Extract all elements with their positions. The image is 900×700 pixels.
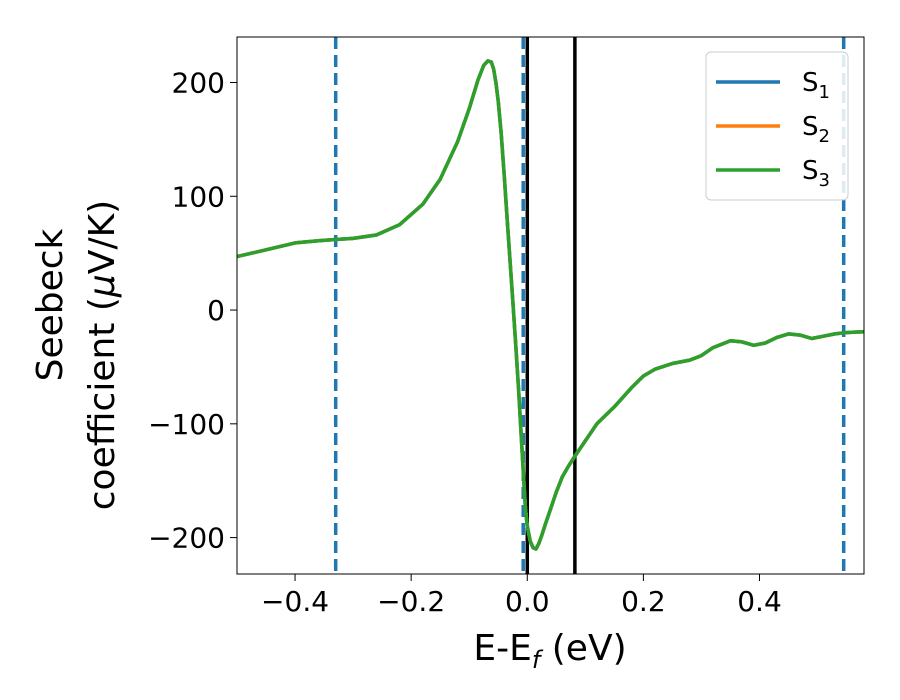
x-tick-label: −0.4 bbox=[261, 585, 329, 618]
plot-frame bbox=[236, 36, 865, 575]
y-tick-label: 200 bbox=[172, 67, 225, 100]
series-line-s3 bbox=[237, 59, 864, 551]
y-tick-label: −200 bbox=[148, 522, 225, 555]
y-axis-label-line1: Seebeck bbox=[30, 228, 71, 381]
legend-label-s3: S3 bbox=[802, 156, 830, 191]
y-axis-label-line2: coefficient (μV/K) bbox=[82, 200, 123, 510]
reference-lines bbox=[333, 37, 846, 574]
x-tick-label: −0.2 bbox=[377, 585, 445, 618]
y-axis-ticks: 200 100 0 −100 −200 bbox=[148, 67, 237, 555]
series-lines bbox=[237, 59, 864, 551]
legend-label-s2: S2 bbox=[802, 112, 830, 147]
y-tick-label: 100 bbox=[172, 180, 225, 213]
legend-label-s1: S1 bbox=[802, 68, 830, 103]
y-tick-label: −100 bbox=[148, 408, 225, 441]
x-tick-label: 0.0 bbox=[505, 585, 550, 618]
legend: S1 S2 S3 bbox=[705, 51, 849, 201]
x-axis-ticks: −0.4 −0.2 0.0 0.2 0.4 bbox=[261, 574, 782, 618]
x-axis-label: E-Ef (eV) bbox=[473, 628, 626, 674]
x-tick-label: 0.4 bbox=[737, 585, 782, 618]
y-tick-label: 0 bbox=[207, 294, 225, 327]
x-tick-label: 0.2 bbox=[621, 585, 666, 618]
